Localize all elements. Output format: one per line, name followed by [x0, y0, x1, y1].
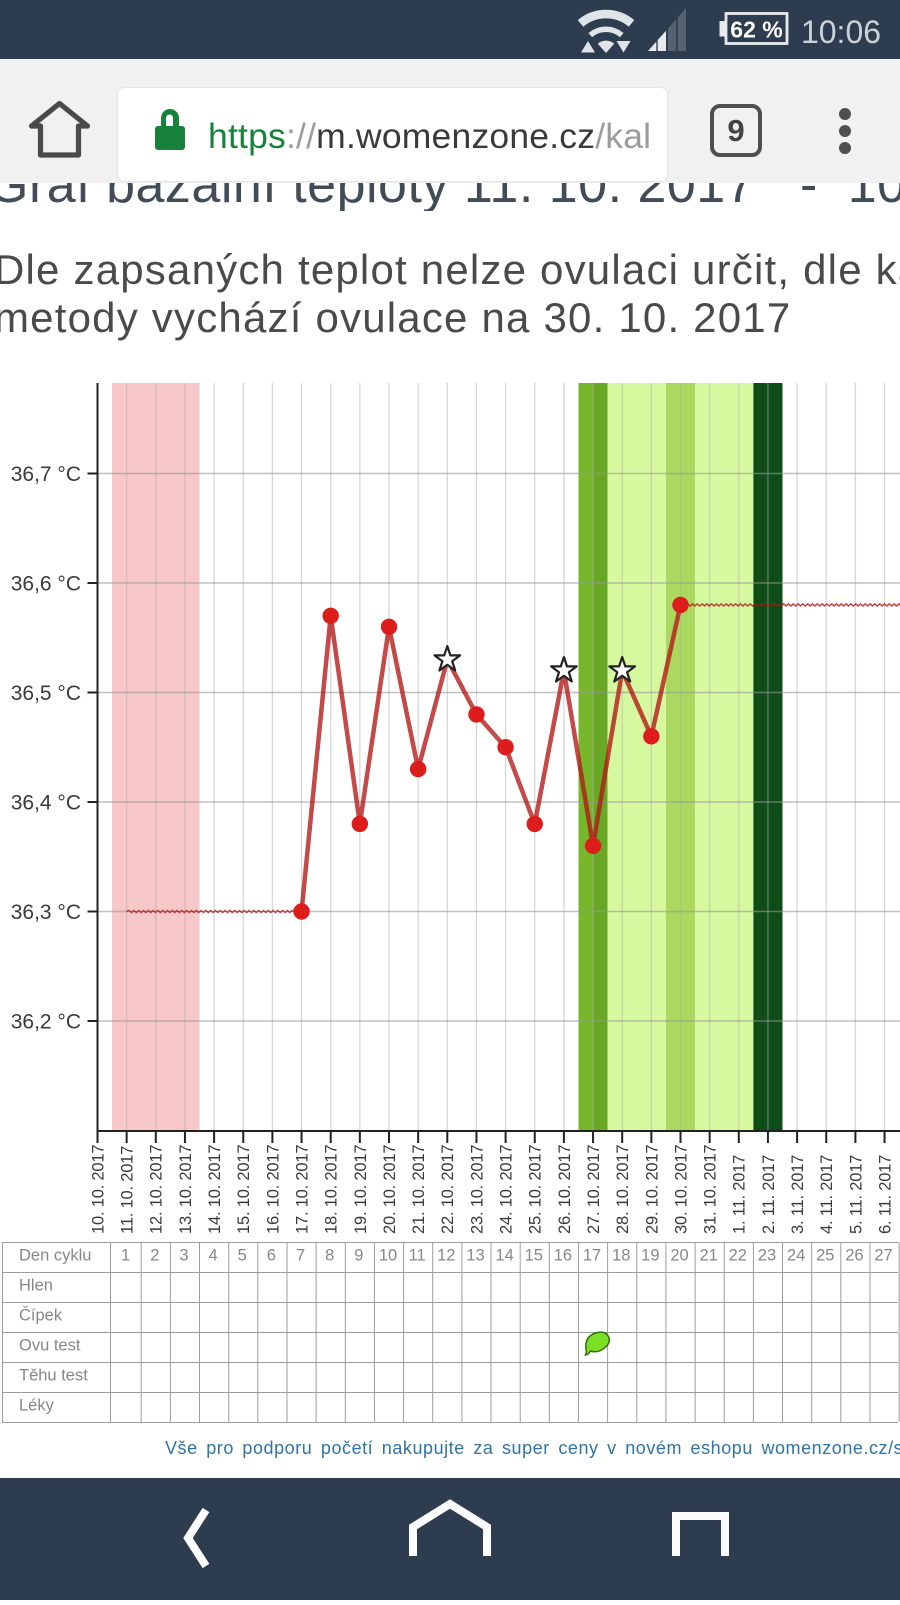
svg-text:4: 4 [209, 1247, 218, 1265]
svg-text:Léky: Léky [19, 1397, 55, 1415]
svg-text:36,2 °C: 36,2 °C [11, 1011, 81, 1034]
svg-text:7: 7 [296, 1247, 305, 1265]
svg-text:30. 10. 2017: 30. 10. 2017 [672, 1145, 690, 1234]
svg-text:14: 14 [495, 1247, 513, 1265]
svg-text:21: 21 [699, 1247, 717, 1265]
svg-text:2. 11. 2017: 2. 11. 2017 [760, 1155, 778, 1234]
svg-text:29. 10. 2017: 29. 10. 2017 [643, 1145, 661, 1234]
svg-text:11. 10. 2017: 11. 10. 2017 [119, 1146, 137, 1234]
svg-text:25. 10. 2017: 25. 10. 2017 [527, 1145, 545, 1234]
svg-text:10:06: 10:06 [801, 14, 881, 50]
svg-text:11: 11 [409, 1247, 426, 1265]
svg-text:3. 11. 2017: 3. 11. 2017 [789, 1155, 807, 1234]
svg-text:25: 25 [816, 1247, 834, 1265]
svg-text:10: 10 [379, 1247, 397, 1265]
svg-text:4. 11. 2017: 4. 11. 2017 [818, 1155, 836, 1234]
svg-text:62 %: 62 % [730, 17, 782, 43]
svg-text:3: 3 [179, 1247, 188, 1265]
svg-text:36,3 °C: 36,3 °C [11, 901, 81, 924]
svg-text:Těhu test: Těhu test [19, 1367, 88, 1385]
svg-text:18. 10. 2017: 18. 10. 2017 [323, 1145, 341, 1234]
svg-text:15. 10. 2017: 15. 10. 2017 [235, 1145, 253, 1234]
svg-text:8: 8 [325, 1247, 334, 1265]
svg-text:12: 12 [437, 1247, 455, 1265]
svg-text:36,4 °C: 36,4 °C [11, 792, 81, 815]
svg-text:17. 10. 2017: 17. 10. 2017 [293, 1145, 311, 1234]
svg-text:13: 13 [466, 1247, 484, 1265]
svg-text:27: 27 [874, 1247, 892, 1265]
svg-text:13. 10. 2017: 13. 10. 2017 [177, 1145, 195, 1234]
svg-text:31. 10. 2017: 31. 10. 2017 [702, 1145, 720, 1234]
svg-text:2: 2 [150, 1247, 159, 1265]
svg-text:17: 17 [583, 1247, 601, 1265]
svg-text:24. 10. 2017: 24. 10. 2017 [498, 1145, 516, 1234]
svg-text:23: 23 [758, 1247, 776, 1265]
svg-text:19. 10. 2017: 19. 10. 2017 [352, 1145, 370, 1234]
svg-text:14. 10. 2017: 14. 10. 2017 [206, 1145, 224, 1234]
svg-text:26: 26 [845, 1247, 863, 1265]
svg-text:1: 1 [121, 1247, 130, 1265]
svg-text:36,5 °C: 36,5 °C [11, 682, 81, 705]
svg-text:6. 11. 2017: 6. 11. 2017 [876, 1155, 894, 1234]
svg-text:12. 10. 2017: 12. 10. 2017 [148, 1145, 166, 1234]
svg-text:15: 15 [525, 1247, 543, 1265]
svg-text:10. 10. 2017: 10. 10. 2017 [89, 1145, 107, 1234]
svg-text:22: 22 [729, 1247, 747, 1265]
svg-text:Hlen: Hlen [19, 1277, 53, 1295]
svg-text:5. 11. 2017: 5. 11. 2017 [847, 1155, 865, 1234]
svg-text:Den cyklu: Den cyklu [19, 1247, 91, 1265]
svg-text:Ovu test: Ovu test [19, 1337, 81, 1355]
svg-text:23. 10. 2017: 23. 10. 2017 [468, 1145, 486, 1234]
svg-text:36,7 °C: 36,7 °C [11, 463, 81, 486]
svg-text:6: 6 [267, 1247, 276, 1265]
svg-text:26. 10. 2017: 26. 10. 2017 [556, 1145, 574, 1234]
svg-text:27. 10. 2017: 27. 10. 2017 [585, 1145, 603, 1234]
svg-text:9: 9 [354, 1247, 363, 1265]
svg-text:36,6 °C: 36,6 °C [11, 573, 81, 596]
svg-text:22. 10. 2017: 22. 10. 2017 [439, 1145, 457, 1234]
svg-text:16: 16 [554, 1247, 572, 1265]
svg-text:5: 5 [238, 1247, 247, 1265]
svg-text:28. 10. 2017: 28. 10. 2017 [614, 1145, 632, 1234]
svg-text:https://m.womenzone.cz/kal: https://m.womenzone.cz/kal [208, 116, 651, 156]
svg-text:20: 20 [670, 1247, 688, 1265]
svg-text:18: 18 [612, 1247, 630, 1265]
svg-text:1. 11. 2017: 1. 11. 2017 [731, 1155, 749, 1234]
svg-text:21. 10. 2017: 21. 10. 2017 [410, 1145, 428, 1234]
svg-text:24: 24 [787, 1247, 805, 1265]
svg-text:Čípek: Čípek [19, 1306, 63, 1325]
svg-text:20. 10. 2017: 20. 10. 2017 [381, 1145, 399, 1234]
svg-text:16. 10. 2017: 16. 10. 2017 [264, 1145, 282, 1234]
svg-text:19: 19 [641, 1247, 659, 1265]
